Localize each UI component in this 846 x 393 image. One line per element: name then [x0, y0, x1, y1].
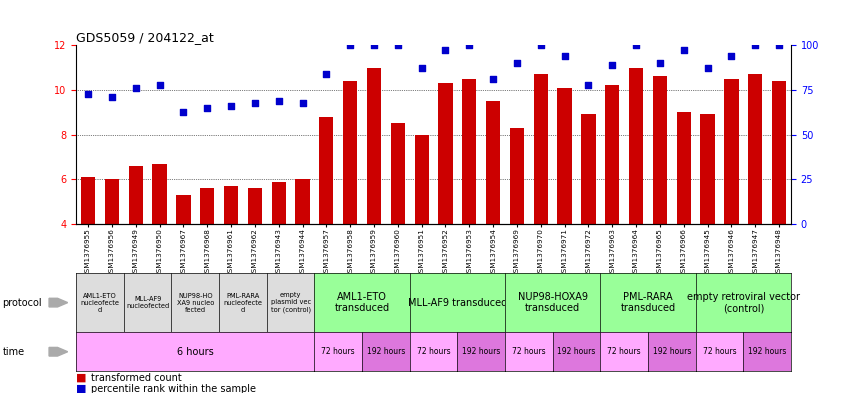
- Point: [653, 60, 667, 66]
- Text: 6 hours: 6 hours: [177, 347, 214, 357]
- Text: ■: ■: [76, 373, 86, 383]
- Point: [700, 64, 714, 71]
- Bar: [248, 188, 262, 224]
- Bar: [772, 81, 786, 224]
- Text: AML1-ETO
nucleofecte
d: AML1-ETO nucleofecte d: [80, 293, 119, 312]
- Text: empty
plasmid vec
tor (control): empty plasmid vec tor (control): [271, 292, 310, 313]
- Point: [248, 100, 261, 107]
- Text: 192 hours: 192 hours: [366, 347, 405, 356]
- Point: [391, 42, 404, 48]
- Bar: [152, 163, 167, 224]
- Point: [272, 98, 285, 104]
- Text: GDS5059 / 204122_at: GDS5059 / 204122_at: [76, 31, 214, 44]
- Bar: [343, 81, 357, 224]
- Text: 192 hours: 192 hours: [462, 347, 501, 356]
- Bar: [176, 195, 190, 224]
- Text: time: time: [3, 347, 25, 357]
- Bar: [391, 123, 405, 224]
- Bar: [319, 117, 333, 224]
- Point: [463, 42, 476, 48]
- Bar: [367, 68, 382, 224]
- Point: [772, 42, 786, 48]
- Point: [153, 82, 167, 88]
- Text: 192 hours: 192 hours: [652, 347, 691, 356]
- Bar: [81, 177, 96, 224]
- Bar: [438, 83, 453, 224]
- Bar: [534, 74, 548, 224]
- Point: [367, 42, 381, 48]
- Point: [129, 84, 142, 91]
- Text: PML-RARA
transduced: PML-RARA transduced: [620, 292, 676, 313]
- Point: [534, 42, 547, 48]
- Text: 72 hours: 72 hours: [321, 347, 355, 356]
- Point: [486, 75, 500, 82]
- Bar: [200, 188, 214, 224]
- Point: [606, 62, 619, 68]
- Bar: [462, 79, 476, 224]
- Bar: [105, 179, 119, 224]
- Point: [81, 91, 95, 97]
- Text: transformed count: transformed count: [91, 373, 182, 383]
- Bar: [700, 114, 715, 224]
- Text: PML-RARA
nucleofecte
d: PML-RARA nucleofecte d: [223, 293, 262, 312]
- Bar: [677, 112, 691, 224]
- Bar: [415, 134, 429, 224]
- Bar: [295, 179, 310, 224]
- Point: [201, 105, 214, 111]
- Point: [629, 42, 643, 48]
- Text: 192 hours: 192 hours: [558, 347, 596, 356]
- Bar: [272, 182, 286, 224]
- Text: 192 hours: 192 hours: [748, 347, 787, 356]
- Bar: [581, 114, 596, 224]
- Bar: [629, 68, 643, 224]
- Bar: [748, 74, 762, 224]
- Point: [296, 100, 310, 107]
- Bar: [486, 101, 500, 224]
- Point: [439, 46, 453, 53]
- Text: MLL-AF9
nucleofected: MLL-AF9 nucleofected: [126, 296, 169, 309]
- Text: MLL-AF9 transduced: MLL-AF9 transduced: [408, 298, 507, 308]
- Text: 72 hours: 72 hours: [607, 347, 641, 356]
- Point: [415, 64, 428, 71]
- Bar: [653, 77, 667, 224]
- Bar: [224, 186, 239, 224]
- Point: [582, 82, 596, 88]
- Point: [677, 46, 690, 53]
- Point: [224, 103, 238, 109]
- Point: [725, 53, 739, 59]
- Text: 72 hours: 72 hours: [703, 347, 736, 356]
- Text: 72 hours: 72 hours: [417, 347, 450, 356]
- Point: [510, 60, 524, 66]
- Point: [558, 53, 571, 59]
- Text: NUP98-HO
XA9 nucleo
fected: NUP98-HO XA9 nucleo fected: [177, 293, 214, 312]
- Text: protocol: protocol: [3, 298, 42, 308]
- Text: percentile rank within the sample: percentile rank within the sample: [91, 384, 256, 393]
- Bar: [605, 85, 619, 224]
- Text: empty retroviral vector
(control): empty retroviral vector (control): [687, 292, 799, 313]
- Text: NUP98-HOXA9
transduced: NUP98-HOXA9 transduced: [518, 292, 588, 313]
- Text: AML1-ETO
transduced: AML1-ETO transduced: [334, 292, 390, 313]
- Point: [320, 71, 333, 77]
- Bar: [510, 128, 525, 224]
- Bar: [129, 166, 143, 224]
- Point: [343, 42, 357, 48]
- Text: 72 hours: 72 hours: [512, 347, 546, 356]
- Bar: [558, 88, 572, 224]
- Point: [105, 94, 118, 100]
- Bar: [724, 79, 739, 224]
- Text: ■: ■: [76, 384, 86, 393]
- Point: [177, 109, 190, 116]
- Point: [749, 42, 762, 48]
